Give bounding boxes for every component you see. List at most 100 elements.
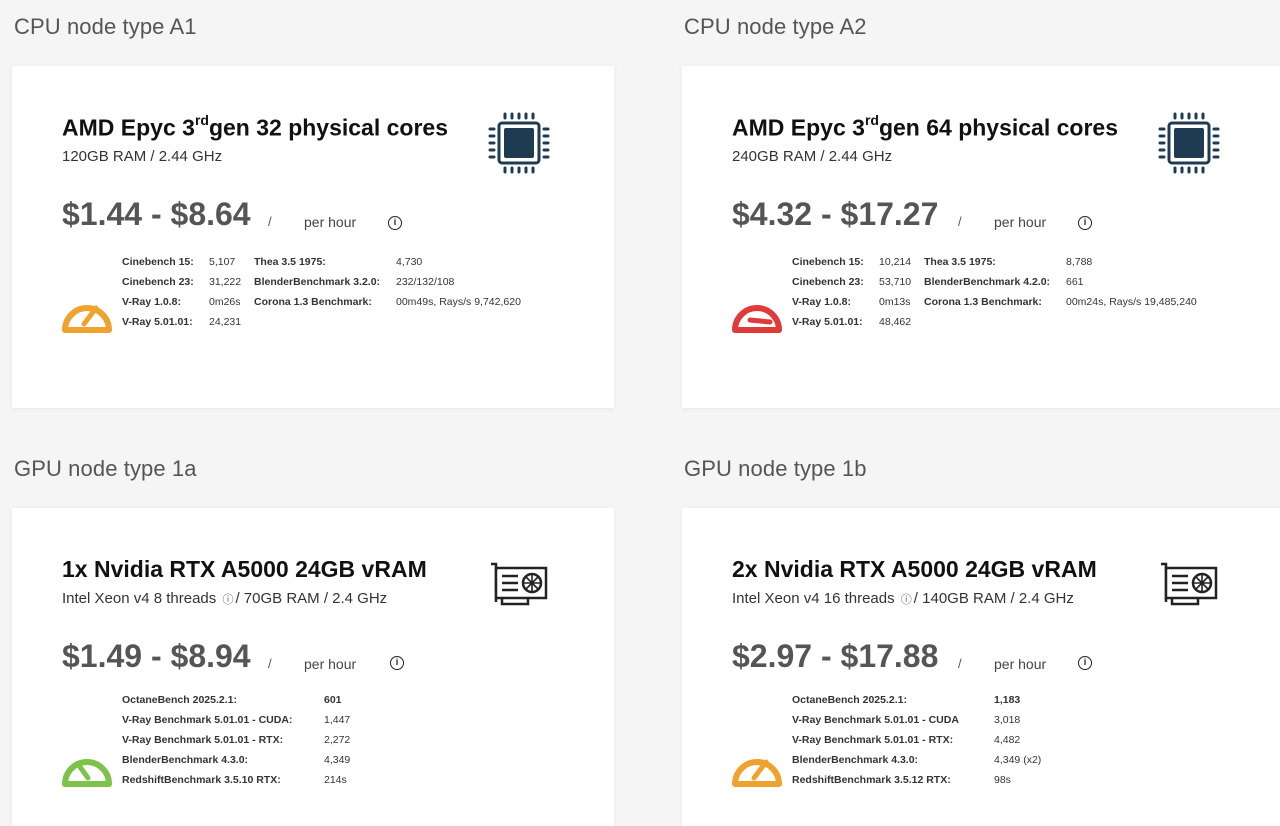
benchmark-table: OctaneBench 2025.2.1: 1,183 V-Ray Benchma… — [792, 694, 1092, 794]
threads-info-icon[interactable]: ⓘ — [900, 594, 912, 606]
benchmark-label: Thea 3.5 1975: — [254, 256, 326, 268]
benchmark-label: V-Ray Benchmark 5.01.01 - CUDA — [792, 714, 959, 726]
price-unit: per hour — [994, 214, 1047, 230]
benchmark-value: 661 — [1066, 276, 1084, 288]
benchmark-label: Corona 1.3 Benchmark: — [254, 296, 372, 308]
benchmark-value: 31,222 — [209, 276, 242, 288]
node-title: AMD Epyc 3rdgen 32 physical cores — [62, 112, 448, 142]
node-card-cpu-a2[interactable]: AMD Epyc 3rdgen 64 physical cores 240GB … — [682, 66, 1280, 408]
benchmark-table: Cinebench 15: 10,214 Thea 3.5 1975: 8,788 C… — [792, 256, 1272, 336]
benchmark-value: 214s — [324, 774, 347, 786]
benchmark-row: V-Ray Benchmark 5.01.01 - CUDA 3,018 — [792, 714, 1092, 734]
benchmark-row: V-Ray Benchmark 5.01.01 - RTX: 4,482 — [792, 734, 1092, 754]
node-title-main: AMD Epyc 3 — [62, 114, 195, 141]
node-title-rest: gen 64 physical cores — [878, 114, 1119, 141]
gpu-card-icon — [491, 562, 548, 606]
benchmark-value: 3,018 — [994, 714, 1021, 726]
price-unit: per hour — [304, 214, 357, 230]
benchmark-value: 0m13s — [879, 296, 911, 308]
node-subtitle: 240GB RAM / 2.44 GHz — [732, 148, 893, 165]
price-separator: / — [268, 214, 272, 229]
node-title: AMD Epyc 3rdgen 64 physical cores — [732, 112, 1119, 142]
benchmark-label: BlenderBenchmark 4.2.0: — [924, 276, 1051, 288]
benchmark-row: V-Ray 1.0.8: 0m26s Corona 1.3 Benchmark: 00… — [122, 296, 602, 316]
price-range: $2.97 - $17.88 — [732, 638, 939, 674]
price-info-icon[interactable]: i — [390, 656, 404, 670]
benchmark-value: 00m24s, Rays/s 19,485,240 — [1066, 296, 1197, 308]
benchmark-value: 8,788 — [1066, 256, 1093, 268]
benchmark-row: Cinebench 15: 10,214 Thea 3.5 1975: 8,788 — [792, 256, 1272, 276]
benchmark-value: 48,462 — [879, 316, 912, 328]
benchmark-label: OctaneBench 2025.2.1: — [792, 694, 907, 706]
benchmark-label: V-Ray Benchmark 5.01.01 - CUDA: — [122, 714, 293, 726]
benchmark-row: RedshiftBenchmark 3.5.10 RTX: 214s — [122, 774, 422, 794]
benchmark-label: OctaneBench 2025.2.1: — [122, 694, 237, 706]
benchmark-value: 2,272 — [324, 734, 351, 746]
price-separator: / — [958, 656, 962, 671]
threads-info-icon[interactable]: ⓘ — [222, 594, 234, 606]
section-title-gpu-1b: GPU node type 1b — [684, 456, 867, 481]
benchmark-label: BlenderBenchmark 4.3.0: — [122, 754, 249, 766]
cpu-chip-icon — [1158, 112, 1220, 174]
benchmark-value: 4,349 — [324, 754, 351, 766]
node-subtitle-rest: / 140GB RAM / 2.4 GHz — [913, 590, 1074, 607]
node-subtitle-rest: / 70GB RAM / 2.4 GHz — [235, 590, 388, 607]
price-info-icon[interactable]: i — [1078, 216, 1092, 230]
benchmark-value: 4,730 — [396, 256, 423, 268]
benchmark-label: BlenderBenchmark 4.3.0: — [792, 754, 919, 766]
benchmark-table: Cinebench 15: 5,107 Thea 3.5 1975: 4,730 Ci… — [122, 256, 602, 336]
benchmark-row: V-Ray 1.0.8: 0m13s Corona 1.3 Benchmark: 00… — [792, 296, 1272, 316]
node-card-cpu-a1[interactable]: AMD Epyc 3rdgen 32 physical cores 120GB … — [12, 66, 614, 408]
benchmark-label: V-Ray Benchmark 5.01.01 - RTX: — [792, 734, 954, 746]
benchmark-value: 53,710 — [879, 276, 912, 288]
node-title-main: AMD Epyc 3 — [732, 114, 865, 141]
section-title-gpu-1a: GPU node type 1a — [14, 456, 197, 481]
benchmark-label: V-Ray 1.0.8: — [792, 296, 851, 308]
benchmark-label: BlenderBenchmark 3.2.0: — [254, 276, 381, 288]
benchmark-row: BlenderBenchmark 4.3.0: 4,349 (x2) — [792, 754, 1092, 774]
price-range: $4.32 - $17.27 — [732, 196, 939, 232]
benchmark-row: V-Ray 5.01.01: 48,462 — [792, 316, 1272, 336]
benchmark-value: 232/132/108 — [396, 276, 455, 288]
price-unit: per hour — [304, 656, 357, 672]
node-subtitle: Intel Xeon v4 16 threads ⓘ/ 140GB RAM / … — [732, 590, 1074, 607]
node-title-superscript: rd — [864, 112, 879, 128]
benchmark-value: 00m49s, Rays/s 9,742,620 — [396, 296, 521, 308]
price-info-icon[interactable]: i — [388, 216, 402, 230]
benchmark-label: V-Ray 5.01.01: — [792, 316, 863, 328]
node-subtitle-cpu: Intel Xeon v4 16 threads — [732, 590, 895, 607]
benchmark-label: RedshiftBenchmark 3.5.10 RTX: — [122, 774, 281, 786]
price-separator: / — [958, 214, 962, 229]
benchmark-row: Cinebench 23: 53,710 BlenderBenchmark 4.2.… — [792, 276, 1272, 296]
price-unit: per hour — [994, 656, 1047, 672]
benchmark-row: Cinebench 15: 5,107 Thea 3.5 1975: 4,730 — [122, 256, 602, 276]
speedometer-icon — [62, 759, 112, 787]
node-title: 2x Nvidia RTX A5000 24GB vRAM — [732, 556, 1097, 582]
benchmark-value: 24,231 — [209, 316, 242, 328]
benchmark-value: 0m26s — [209, 296, 241, 308]
node-card-gpu-1a[interactable]: 1x Nvidia RTX A5000 24GB vRAM Intel Xeon… — [12, 508, 614, 826]
benchmark-value: 601 — [324, 694, 342, 706]
benchmark-value: 10,214 — [879, 256, 912, 268]
benchmark-row: OctaneBench 2025.2.1: 601 — [122, 694, 422, 714]
gpu-card-icon — [1161, 562, 1218, 606]
benchmark-value: 1,447 — [324, 714, 351, 726]
benchmark-table: OctaneBench 2025.2.1: 601 V-Ray Benchmark… — [122, 694, 422, 794]
benchmark-row: BlenderBenchmark 4.3.0: 4,349 — [122, 754, 422, 774]
benchmark-label: Cinebench 23: — [122, 276, 194, 288]
benchmark-label: Cinebench 23: — [792, 276, 864, 288]
benchmark-value: 4,349 (x2) — [994, 754, 1042, 766]
node-card-gpu-1b[interactable]: 2x Nvidia RTX A5000 24GB vRAM Intel Xeon… — [682, 508, 1280, 826]
node-title: 1x Nvidia RTX A5000 24GB vRAM — [62, 556, 427, 582]
section-title-cpu-a2: CPU node type A2 — [684, 14, 867, 39]
node-title-superscript: rd — [194, 112, 209, 128]
benchmark-row: RedshiftBenchmark 3.5.12 RTX: 98s — [792, 774, 1092, 794]
benchmark-label: V-Ray 5.01.01: — [122, 316, 193, 328]
benchmark-row: OctaneBench 2025.2.1: 1,183 — [792, 694, 1092, 714]
speedometer-icon — [732, 759, 782, 787]
price-info-icon[interactable]: i — [1078, 656, 1092, 670]
speedometer-icon — [62, 305, 112, 333]
benchmark-label: V-Ray Benchmark 5.01.01 - RTX: — [122, 734, 284, 746]
section-title-cpu-a1: CPU node type A1 — [14, 14, 197, 39]
benchmark-value: 5,107 — [209, 256, 236, 268]
